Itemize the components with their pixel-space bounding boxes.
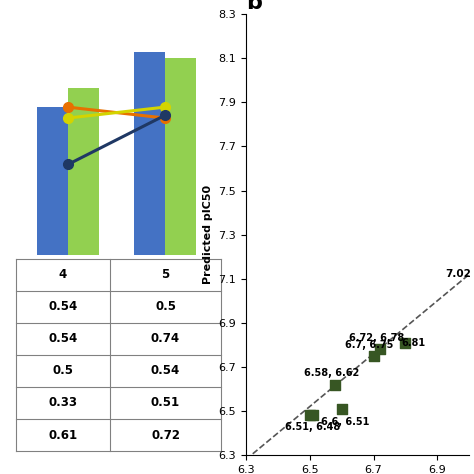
Text: 0.54: 0.54 <box>151 365 180 377</box>
Text: 5: 5 <box>162 268 170 281</box>
Bar <box>68 88 99 255</box>
Text: 7.02: 7.02 <box>446 269 471 279</box>
Text: 6.72, 6.78: 6.72, 6.78 <box>349 333 404 343</box>
Text: 0.74: 0.74 <box>151 332 180 346</box>
Point <box>306 411 313 419</box>
Text: 0.54: 0.54 <box>48 332 77 346</box>
Text: 0.33: 0.33 <box>48 396 77 410</box>
Point <box>376 346 384 353</box>
Text: 6.58, 6.62: 6.58, 6.62 <box>304 368 360 378</box>
Text: 0.5: 0.5 <box>155 300 176 313</box>
Text: 0.54: 0.54 <box>48 300 77 313</box>
Text: 0.5: 0.5 <box>52 365 73 377</box>
Bar <box>165 58 196 255</box>
Text: 4: 4 <box>59 268 67 281</box>
Text: 6.6, 6.51: 6.6, 6.51 <box>320 417 369 427</box>
Point <box>309 411 317 419</box>
Text: b: b <box>246 0 262 13</box>
Text: 6.51, 6.48: 6.51, 6.48 <box>285 422 340 432</box>
Text: 6.81: 6.81 <box>401 337 426 347</box>
Y-axis label: Predicted pIC50: Predicted pIC50 <box>203 185 213 284</box>
Point <box>338 405 346 412</box>
Point <box>331 381 339 388</box>
Text: 0.61: 0.61 <box>48 428 77 441</box>
Point <box>370 352 377 360</box>
Bar <box>134 53 165 255</box>
Text: 0.51: 0.51 <box>151 396 180 410</box>
Text: 6.7, 6.75: 6.7, 6.75 <box>345 340 393 350</box>
Point <box>401 339 409 346</box>
Text: 0.72: 0.72 <box>151 428 180 441</box>
Bar <box>37 107 68 255</box>
